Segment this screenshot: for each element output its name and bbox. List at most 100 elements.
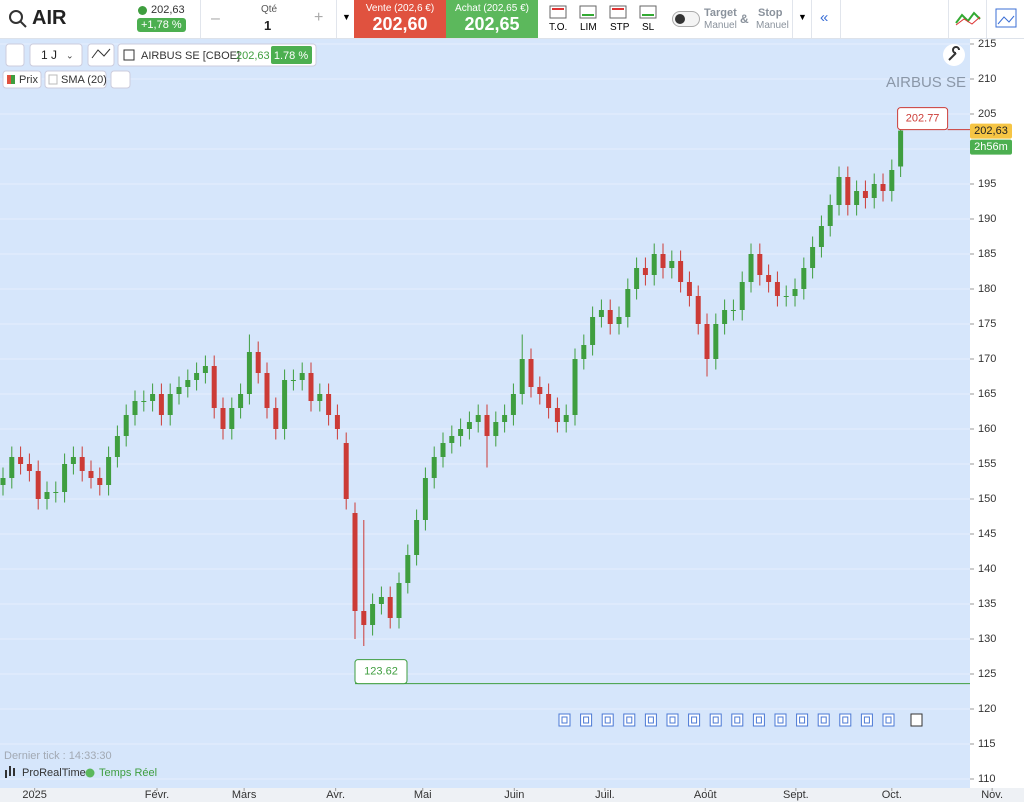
event-icon — [688, 713, 701, 727]
qty[interactable]: 1 — [264, 18, 272, 33]
qty-plus[interactable]: + — [314, 9, 324, 26]
event-icon-inner — [626, 716, 633, 724]
event-icon — [839, 713, 852, 727]
stop-mode: Manuel — [756, 20, 789, 31]
x-tick-label: Mars — [232, 789, 257, 801]
candle-body — [35, 471, 41, 499]
candle-body — [510, 394, 516, 415]
image-button[interactable] — [986, 0, 1024, 38]
event-icon — [774, 713, 787, 727]
sell-price: 202,60 — [372, 14, 428, 34]
candle-body — [783, 296, 789, 297]
legend-menu[interactable] — [110, 70, 131, 89]
candle-body — [458, 429, 464, 436]
candle-body — [79, 457, 85, 471]
legend-label: Prix — [19, 74, 38, 86]
qty-dropdown[interactable]: ▼ — [336, 0, 355, 38]
event-icon-inner — [561, 716, 568, 724]
candle-body — [572, 359, 578, 415]
order-type[interactable]: LIM — [580, 22, 597, 33]
candle-body — [880, 184, 886, 191]
y-tick-label: 205 — [978, 108, 996, 120]
header-change: 1.78 % — [274, 50, 308, 62]
candle-body — [185, 380, 191, 387]
indicators-button[interactable] — [948, 0, 987, 38]
chart-type[interactable] — [87, 43, 115, 67]
candle-body — [502, 415, 508, 422]
candle-body — [70, 457, 76, 464]
order-types: T.O. LIM STP SL — [544, 4, 664, 36]
candle-body — [220, 408, 226, 429]
candle-body — [598, 310, 604, 317]
period-select[interactable] — [29, 43, 83, 67]
event-icon — [860, 713, 873, 727]
order-type[interactable]: STP — [610, 22, 630, 33]
event-icon-inner — [885, 716, 892, 724]
x-tick-label: Août — [694, 789, 717, 801]
icon — [955, 11, 981, 26]
symbol[interactable]: AIR — [32, 7, 67, 29]
candle-body — [158, 394, 164, 415]
candle-body — [396, 583, 402, 618]
chart-type-icon — [91, 48, 111, 59]
candle-body — [343, 443, 349, 499]
candle-body — [519, 359, 525, 394]
candle-body — [194, 373, 200, 380]
dropdown[interactable]: ▼ — [792, 0, 811, 38]
candle-body — [53, 492, 59, 493]
low-mark-box — [354, 659, 408, 685]
candle-body — [123, 415, 129, 436]
order-type[interactable]: T.O. — [549, 22, 568, 33]
candle-body — [246, 352, 252, 394]
y-axis-panel — [970, 38, 1024, 802]
event-icon — [796, 713, 809, 727]
low-mark-label: 123.62 — [364, 666, 398, 678]
event-icon — [666, 713, 679, 727]
y-tick-label: 185 — [978, 248, 996, 260]
search-icon[interactable] — [8, 9, 28, 29]
candle-body — [766, 275, 772, 282]
instrument-box — [117, 43, 317, 67]
candle-body — [739, 282, 745, 310]
candle-body — [704, 324, 710, 359]
candle-body — [528, 359, 534, 387]
candle-body — [88, 471, 94, 478]
toolbar: AIR 202,63 +1,78 % – Qté 1 + ▼ Vente (20… — [0, 0, 1024, 39]
candle-body — [792, 289, 798, 296]
candle-body — [414, 520, 420, 555]
buy-button[interactable]: Achat (202,65 €) 202,65 — [446, 0, 538, 38]
candle-body — [211, 366, 217, 408]
y-tick-label: 125 — [978, 668, 996, 680]
collapse[interactable]: « — [811, 0, 841, 38]
order-type[interactable]: SL — [642, 22, 655, 33]
candle-body — [440, 443, 446, 457]
x-axis-panel — [0, 788, 1024, 802]
candle-body — [229, 408, 235, 429]
candle-body — [581, 345, 587, 359]
candle-body — [361, 611, 367, 625]
legend-label: SMA (20) — [61, 74, 107, 86]
candle-body — [44, 492, 50, 499]
event-icon — [644, 713, 657, 727]
info-icon[interactable] — [123, 49, 135, 61]
legend-swatch — [48, 74, 58, 85]
sell-button[interactable]: Vente (202,6 €) 202,60 — [354, 0, 446, 38]
x-tick-label: Févr. — [145, 789, 169, 801]
event-icon — [580, 713, 593, 727]
y-tick-label: 180 — [978, 283, 996, 295]
event-icon — [817, 713, 830, 727]
qty-minus[interactable]: – — [211, 10, 220, 27]
drag-handle[interactable] — [5, 43, 25, 67]
event-icon-inner — [734, 716, 741, 724]
candle-body — [431, 457, 437, 478]
amp: & — [740, 12, 749, 26]
toggle[interactable] — [672, 11, 700, 27]
header-change-badge — [271, 46, 312, 64]
legend-item[interactable] — [44, 70, 107, 89]
y-tick-label: 170 — [978, 353, 996, 365]
candle-body — [150, 394, 156, 401]
candle-body — [730, 310, 736, 311]
candle-body — [167, 394, 173, 415]
